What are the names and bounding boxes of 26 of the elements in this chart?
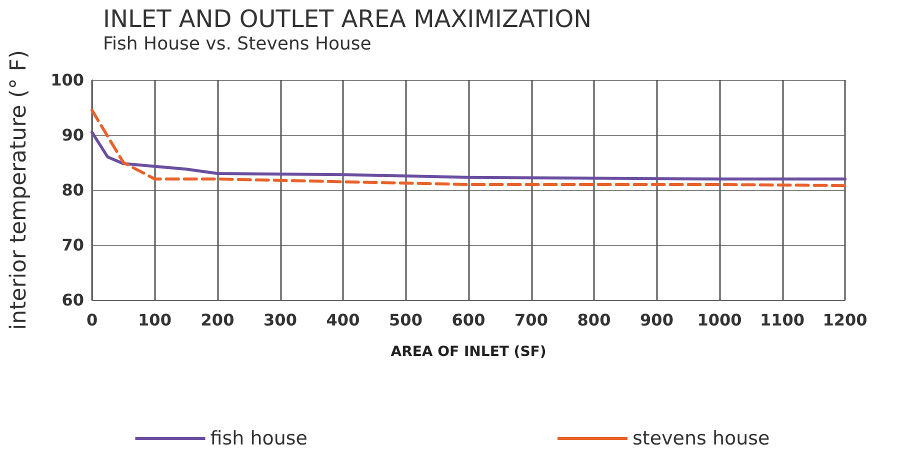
x-tick-label: 700	[514, 310, 548, 330]
chart-title: INLET AND OUTLET AREA MAXIMIZATION	[103, 5, 592, 33]
legend-label: fish house	[210, 428, 308, 450]
x-tick-label: 200	[200, 310, 234, 330]
y-tick-label: 100	[50, 70, 84, 90]
x-tick-label: 300	[264, 310, 297, 330]
y-tick-label: 80	[62, 180, 84, 200]
x-tick-label: 1100	[760, 310, 805, 330]
x-tick-label: 500	[389, 310, 422, 330]
y-tick-label: 90	[62, 126, 84, 144]
x-tick-label: 400	[326, 310, 360, 330]
x-tick-label: 800	[577, 310, 611, 330]
chart-subtitle: Fish House vs. Stevens House	[103, 34, 372, 54]
y-tick-label: 60	[62, 290, 84, 310]
y-axis-title: interior temperature (° F)	[6, 50, 32, 330]
line-series	[90, 108, 846, 188]
y-tick-label: 70	[62, 236, 84, 254]
x-axis-title: AREA OF INLET (SF)	[390, 344, 546, 360]
x-tick-label: 600	[452, 310, 486, 330]
line-series	[90, 130, 846, 180]
x-tick-label: 1000	[697, 310, 742, 330]
x-tick-label: 100	[138, 310, 172, 330]
legend-label: stevens house	[632, 428, 770, 450]
x-tick-label: 0	[86, 310, 98, 330]
x-tick-label: 1200	[822, 310, 868, 330]
x-tick-label: 900	[640, 310, 674, 330]
